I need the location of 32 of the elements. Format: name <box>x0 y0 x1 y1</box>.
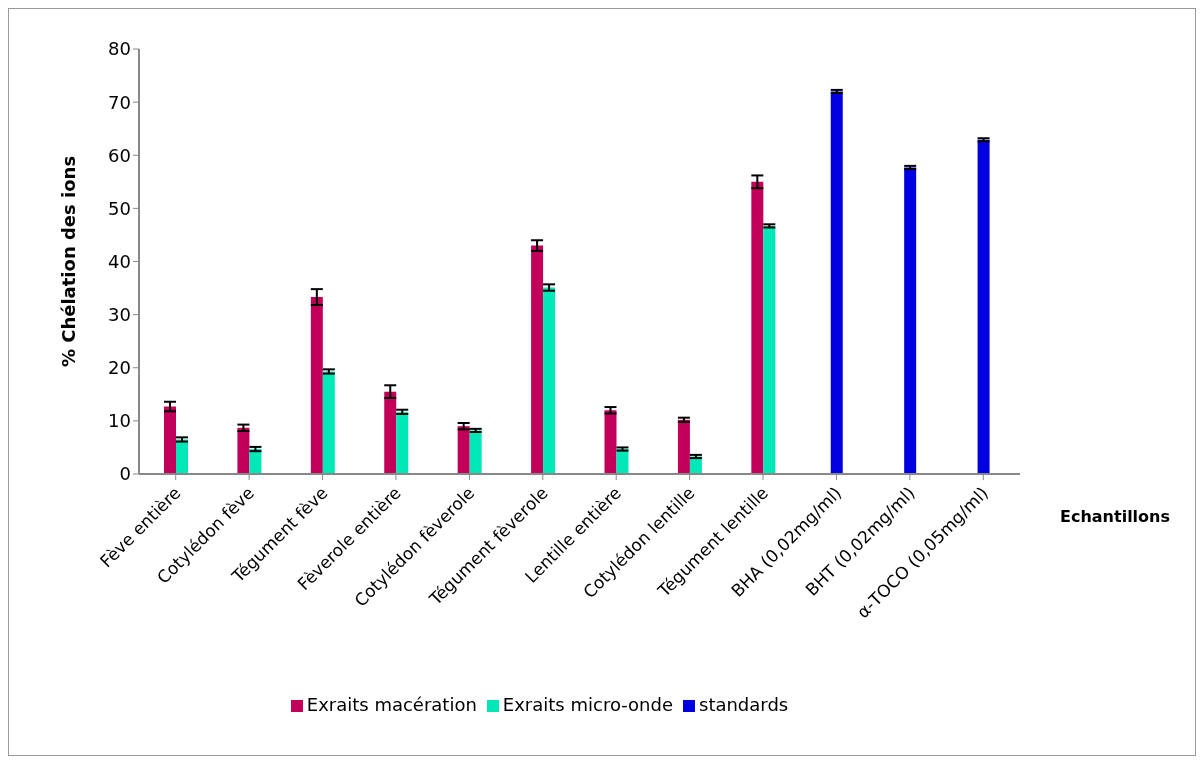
y-tick-label: 0 <box>119 463 131 485</box>
bar <box>176 439 188 474</box>
bar <box>384 391 397 474</box>
bar <box>763 225 776 474</box>
y-tick-label: 60 <box>108 144 131 166</box>
bar <box>457 426 470 474</box>
x-axis-title: Echantillons <box>1060 507 1170 526</box>
y-tick-label: 50 <box>108 197 131 219</box>
bar <box>751 181 764 474</box>
bar <box>543 287 556 474</box>
legend-label: standards <box>699 694 789 715</box>
bar <box>322 371 335 474</box>
bar <box>164 406 176 474</box>
bar <box>904 167 917 474</box>
bar <box>310 297 323 474</box>
y-axis-title: % Chélation des ions <box>58 155 80 368</box>
bar <box>604 410 617 474</box>
y-tick-label: 20 <box>108 357 131 379</box>
y-tick-label: 10 <box>108 410 131 432</box>
legend-label: Exraits macération <box>306 694 477 715</box>
bar <box>237 427 250 474</box>
bar <box>531 245 544 474</box>
y-tick-label: 80 <box>108 38 131 60</box>
bar <box>977 139 990 474</box>
legend-label: Exraits micro-onde <box>502 694 673 715</box>
y-tick-label: 70 <box>108 91 131 113</box>
y-tick-label: 40 <box>108 250 131 272</box>
bar <box>469 430 482 474</box>
bar <box>396 411 409 474</box>
y-tick-label: 30 <box>108 304 131 326</box>
bar <box>830 91 843 474</box>
bar <box>677 419 690 474</box>
